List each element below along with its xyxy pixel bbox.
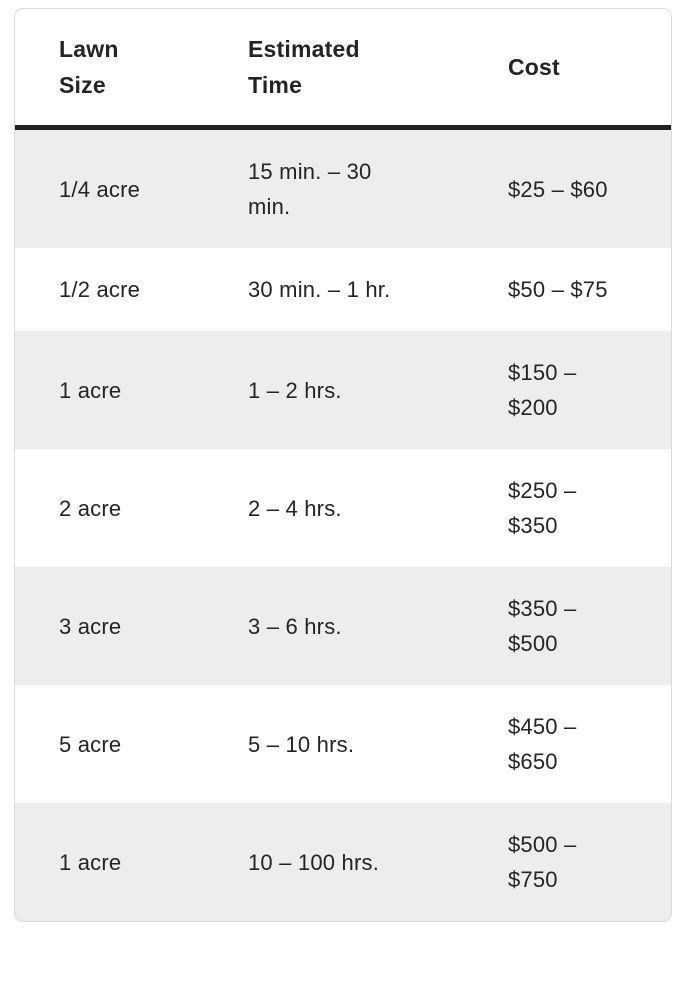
- lawn-size-cell: 1/2 acre: [59, 277, 141, 302]
- header-row: Lawn Size Estimated Time Cost: [15, 9, 671, 128]
- column-header-lawn-size: Lawn Size: [59, 36, 119, 98]
- cost-cell: $150 – $200: [508, 360, 577, 420]
- lawn-size-cell: 2 acre: [59, 495, 122, 521]
- estimated-time-cell: 10 – 100 hrs.: [248, 849, 380, 875]
- estimated-time-cell: 5 – 10 hrs.: [248, 731, 355, 757]
- cost-cell: $350 – $500: [508, 596, 577, 656]
- cost-cell: $500 – $750: [508, 832, 577, 892]
- estimated-time-cell: 1 – 2 hrs.: [248, 377, 342, 403]
- table-row: 1 acre 1 – 2 hrs. $150 – $200: [15, 331, 671, 449]
- lawn-size-cell: 1 acre: [59, 377, 122, 403]
- pricing-table-card: Lawn Size Estimated Time Cost 1/4 acre 1…: [14, 8, 672, 922]
- column-header-cost: Cost: [508, 54, 560, 80]
- cost-cell: $25 – $60: [508, 176, 608, 202]
- table-header: Lawn Size Estimated Time Cost: [15, 9, 671, 128]
- table-row: 3 acre 3 – 6 hrs. $350 – $500: [15, 567, 671, 685]
- column-header-estimated-time: Estimated Time: [248, 36, 360, 98]
- table-row: 1 acre 10 – 100 hrs. $500 – $750: [15, 803, 671, 921]
- estimated-time-cell: 30 min. – 1 hr.: [248, 277, 391, 302]
- lawn-size-cell: 1 acre: [59, 849, 122, 875]
- table-row: 2 acre 2 – 4 hrs. $250 – $350: [15, 449, 671, 567]
- lawn-size-cell: 1/4 acre: [59, 176, 141, 202]
- cost-cell: $50 – $75: [508, 277, 608, 302]
- lawn-size-cell: 5 acre: [59, 731, 122, 757]
- table-row: 1/2 acre 30 min. – 1 hr. $50 – $75: [15, 248, 671, 331]
- lawn-size-cell: 3 acre: [59, 613, 122, 639]
- table-row: 5 acre 5 – 10 hrs. $450 – $650: [15, 685, 671, 803]
- table-row: 1/4 acre 15 min. – 30 min. $25 – $60: [15, 127, 671, 248]
- cost-cell: $250 – $350: [508, 478, 577, 538]
- pricing-table: Lawn Size Estimated Time Cost 1/4 acre 1…: [15, 9, 671, 921]
- estimated-time-cell: 15 min. – 30 min.: [248, 159, 372, 219]
- estimated-time-cell: 3 – 6 hrs.: [248, 613, 342, 639]
- table-body: 1/4 acre 15 min. – 30 min. $25 – $60 1/2…: [15, 127, 671, 921]
- estimated-time-cell: 2 – 4 hrs.: [248, 495, 342, 521]
- cost-cell: $450 – $650: [508, 714, 577, 774]
